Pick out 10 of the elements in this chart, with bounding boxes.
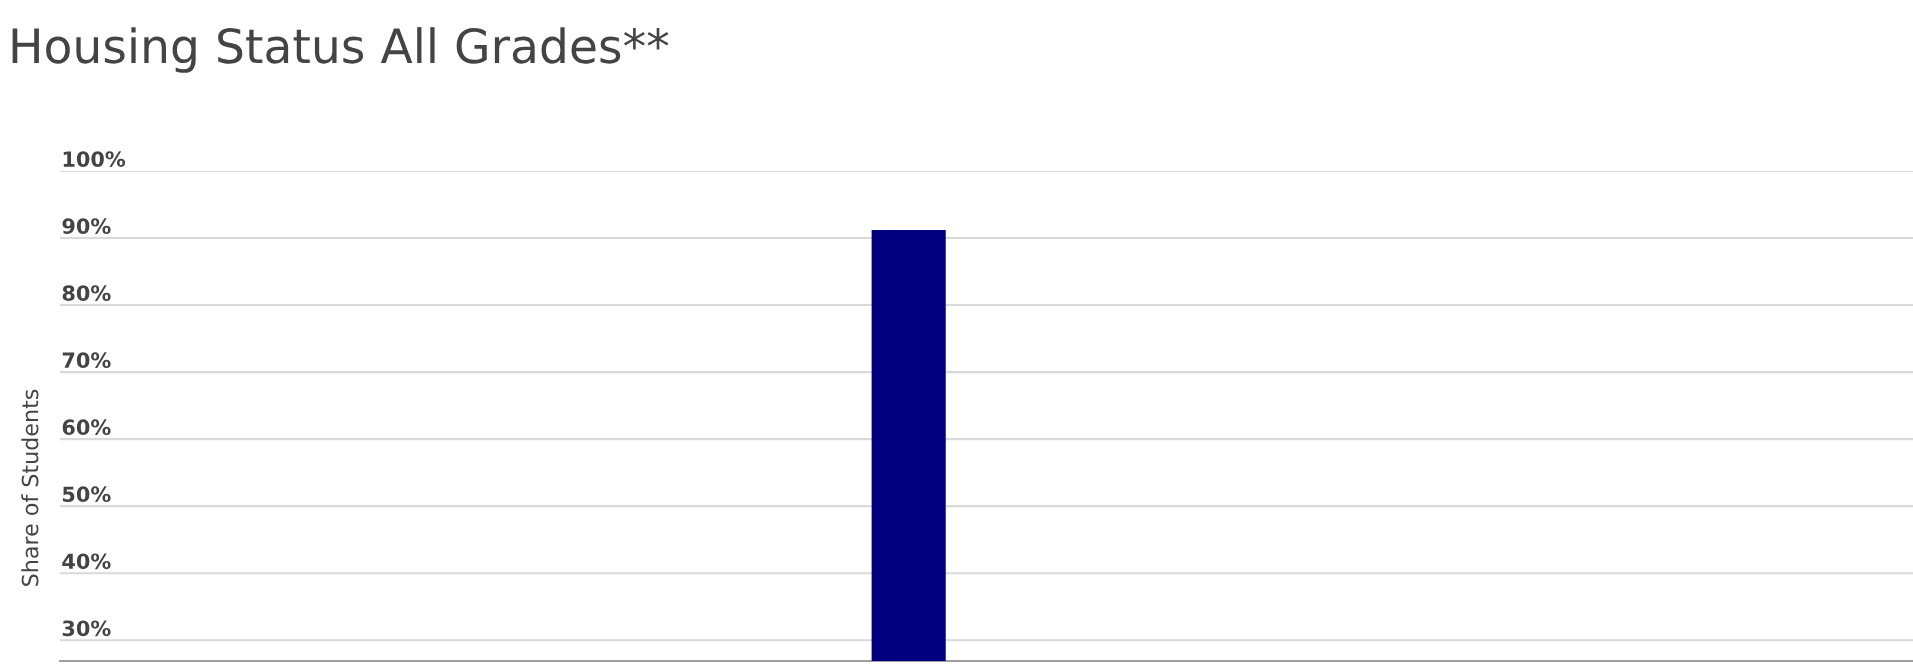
chart-title: Housing Status All Grades** <box>12 27 669 73</box>
y-tick-label: 40% <box>62 553 111 570</box>
y-tick-label: 30% <box>62 620 111 637</box>
y-axis-title: Share of Students <box>21 389 39 586</box>
y-tick-label: 80% <box>62 285 111 302</box>
y-tick-label: 90% <box>62 218 111 234</box>
y-tick-label: 50% <box>63 486 111 503</box>
y-tick-label: 100% <box>63 151 126 167</box>
y-tick-label: 70% <box>62 352 111 369</box>
y-tick-label: 60% <box>62 419 111 436</box>
